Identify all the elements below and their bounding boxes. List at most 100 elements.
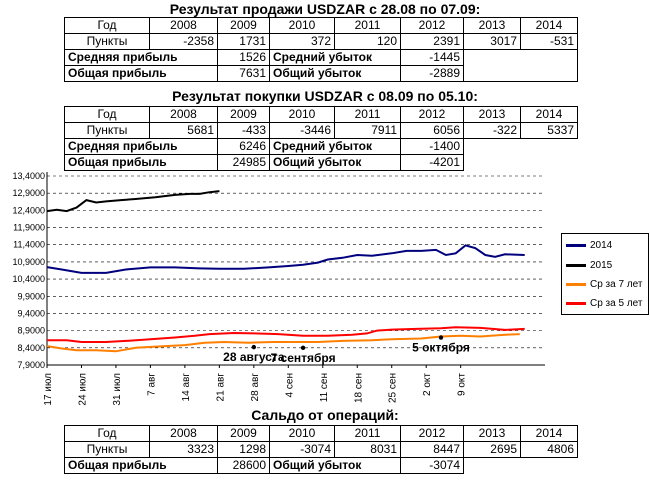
header-cell: 2010 bbox=[269, 425, 335, 442]
total-profit-label: Общая прибыль bbox=[64, 65, 218, 82]
points-cell: 3017 bbox=[463, 33, 521, 50]
x-tick-label: 7 авг bbox=[146, 373, 157, 396]
points-cell: 8031 bbox=[334, 441, 401, 458]
y-tick-label: 9,4000 bbox=[17, 308, 45, 318]
points-cell: 4806 bbox=[520, 441, 578, 458]
total-profit-value: 24985 bbox=[217, 154, 270, 171]
header-cell: Год bbox=[64, 106, 150, 123]
legend-item: Ср за 5 лет bbox=[566, 297, 642, 309]
total-profit-label: Общая прибыль bbox=[64, 457, 218, 474]
header-cell: 2012 bbox=[400, 17, 464, 34]
saldo-table: Год 2008 2009 2010 2011 2012 2013 2014 П… bbox=[64, 425, 578, 474]
y-tick-label: 11,9000 bbox=[13, 223, 45, 233]
points-cell: 1298 bbox=[217, 441, 270, 458]
points-cell: -3446 bbox=[269, 122, 335, 139]
annotation-marker bbox=[300, 345, 306, 351]
header-cell: 2011 bbox=[334, 106, 401, 123]
table-row: Год 2008 2009 2010 2011 2012 2013 2014 bbox=[64, 425, 578, 442]
table-row: Общая прибыль 28600 Общий убыток -3074 bbox=[64, 457, 578, 474]
points-label: Пункты bbox=[64, 33, 150, 50]
total-loss-label: Общий убыток bbox=[269, 154, 401, 171]
chart-legend: 2014 2015 Ср за 7 лет Ср за 5 лет bbox=[561, 233, 649, 315]
series-line bbox=[46, 244, 525, 274]
points-cell: 5337 bbox=[520, 122, 578, 139]
points-cell: 6056 bbox=[400, 122, 464, 139]
points-cell: 3323 bbox=[149, 441, 218, 458]
table-row: Пункты -2358 1731 372 120 2391 3017 -531 bbox=[64, 33, 578, 50]
table-row: Пункты 5681 -433 -3446 7911 6056 -322 53… bbox=[64, 122, 578, 139]
sell-table: Год 2008 2009 2010 2011 2012 2013 2014 П… bbox=[64, 17, 578, 82]
legend-label: 2014 bbox=[590, 239, 613, 251]
x-tick-label: 4 сен bbox=[284, 373, 295, 397]
header-cell: 2013 bbox=[463, 425, 521, 442]
total-loss-value: -2889 bbox=[400, 65, 464, 82]
legend-label: Ср за 7 лет bbox=[590, 278, 643, 290]
x-tick-label: 25 сен bbox=[388, 373, 399, 403]
points-cell: 8447 bbox=[400, 441, 464, 458]
legend-label: 2015 bbox=[590, 259, 613, 271]
table-row: Общая прибыль 7631 Общий убыток -2889 bbox=[64, 65, 578, 82]
header-cell: 2011 bbox=[334, 425, 401, 442]
x-tick-label: 2 окт bbox=[422, 373, 433, 396]
annotation-marker bbox=[438, 335, 444, 340]
legend-swatch bbox=[566, 301, 586, 305]
table-row: Средняя прибыль 1526 Средний убыток -144… bbox=[64, 49, 578, 82]
legend-swatch bbox=[566, 243, 586, 247]
annotation-marker bbox=[251, 344, 257, 350]
x-tick-label: 18 сен bbox=[353, 373, 364, 403]
total-profit-value: 28600 bbox=[217, 457, 270, 474]
x-tick-label: 21 авг bbox=[215, 373, 226, 402]
y-tick-label: 7,9000 bbox=[17, 360, 45, 370]
header-cell: 2012 bbox=[400, 425, 464, 442]
header-cell: Год bbox=[64, 425, 150, 442]
buy-table: Год 2008 2009 2010 2011 2012 2013 2014 П… bbox=[64, 106, 578, 171]
points-cell: 2695 bbox=[463, 441, 521, 458]
header-cell: 2008 bbox=[149, 106, 218, 123]
x-tick-label: 24 июл bbox=[77, 373, 88, 406]
series-line bbox=[47, 326, 525, 343]
legend-label: Ср за 5 лет bbox=[590, 297, 643, 309]
x-tick-label: 9 окт bbox=[457, 373, 468, 396]
series-lines bbox=[46, 190, 525, 353]
annotation-label: 5 октября bbox=[412, 341, 470, 355]
points-cell: -433 bbox=[217, 122, 270, 139]
x-tick-label: 17 июл bbox=[43, 373, 54, 406]
legend-item: Ср за 7 лет bbox=[566, 278, 642, 290]
x-tick-label: 31 июл bbox=[112, 373, 123, 406]
series-line bbox=[46, 190, 220, 213]
y-tick-label: 13,4000 bbox=[12, 171, 45, 181]
table-row: Пункты 3323 1298 -3074 8031 8447 2695 48… bbox=[64, 441, 578, 458]
legend-item: 2015 bbox=[566, 259, 612, 271]
table-row: Средняя прибыль 6246 Средний убыток -140… bbox=[64, 138, 578, 155]
table-row: Общая прибыль 24985 Общий убыток -4201 bbox=[64, 154, 578, 171]
avg-loss-value: -1445 bbox=[400, 49, 464, 66]
x-tick-label: 14 авг bbox=[181, 373, 192, 402]
y-tick-label: 9,9000 bbox=[17, 291, 45, 301]
y-tick-label: 12,4000 bbox=[12, 205, 45, 215]
y-tick-label: 11,4000 bbox=[13, 240, 45, 250]
legend-swatch bbox=[566, 282, 586, 286]
annotation-label: 28 августа bbox=[223, 350, 285, 364]
total-loss-label: Общий убыток bbox=[269, 457, 401, 474]
sell-title: Результат продажи USDZAR с 28.08 по 07.0… bbox=[169, 1, 481, 17]
points-label: Пункты bbox=[64, 441, 150, 458]
y-tick-label: 10,9000 bbox=[12, 257, 45, 267]
legend-item: 2014 bbox=[566, 239, 612, 251]
header-cell: 2014 bbox=[520, 17, 578, 34]
total-loss-label: Общий убыток bbox=[269, 65, 401, 82]
header-cell: 2008 bbox=[149, 17, 218, 34]
header-cell: 2008 bbox=[149, 425, 218, 442]
header-cell: 2014 bbox=[520, 425, 578, 442]
x-tick-label: 11 сен bbox=[319, 373, 330, 402]
buy-title: Результат покупки USDZAR с 08.09 по 05.1… bbox=[172, 88, 478, 104]
blank-cell bbox=[463, 49, 578, 82]
y-tick-label: 10,4000 bbox=[12, 274, 45, 284]
total-loss-value: -4201 bbox=[400, 154, 464, 171]
legend-swatch bbox=[566, 263, 586, 267]
points-label: Пункты bbox=[64, 122, 150, 139]
series-line bbox=[46, 333, 520, 353]
axes: 13,4000 12,9000 12,4000 11,9000 11,4000 10,90… bbox=[12, 171, 545, 406]
x-tick-label: 28 авг bbox=[250, 373, 261, 402]
